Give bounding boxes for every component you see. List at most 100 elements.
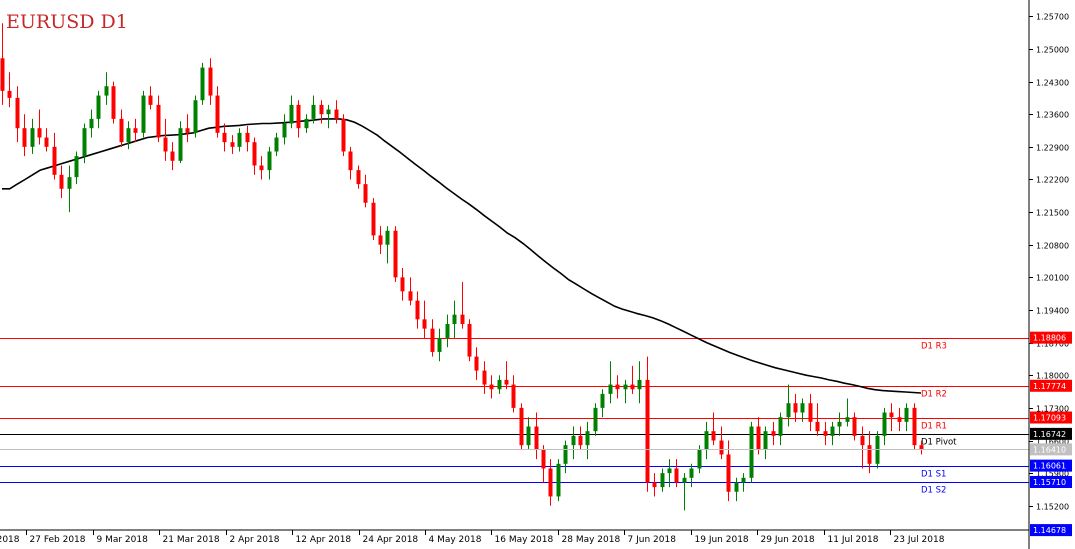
- candle-body: [519, 407, 524, 446]
- candle-body: [22, 128, 27, 147]
- candle-body: [348, 151, 353, 171]
- level-badge-d1-r3: 1.18806: [1033, 334, 1066, 343]
- candle-body: [489, 384, 494, 390]
- candle-body: [615, 384, 620, 390]
- candle-body: [74, 156, 79, 178]
- date-tick-label: 12 Apr 2018: [296, 535, 352, 545]
- candle-body: [460, 314, 465, 324]
- candle-body: [674, 468, 679, 483]
- candle-body: [778, 417, 783, 436]
- level-badge-d1-s2-bg: [1030, 475, 1072, 488]
- level-badge-d1-s1-bg: [1030, 459, 1072, 472]
- candle-body: [637, 379, 642, 390]
- price-tick-label: 1.25000: [1036, 46, 1069, 55]
- candle-body: [193, 100, 198, 133]
- candle-body: [52, 146, 57, 175]
- candle-body: [837, 421, 842, 427]
- candle-body: [119, 118, 124, 143]
- candle-body: [889, 412, 894, 418]
- candle-body: [793, 403, 798, 413]
- level-badge-d1-r1: 1.17093: [1033, 414, 1066, 423]
- date-tick-label: 9 Mar 2018: [97, 535, 149, 545]
- date-tick-label: 23 Jul 2018: [894, 535, 945, 545]
- price-tick-label: 1.19400: [1036, 307, 1069, 316]
- candle-body: [534, 426, 539, 450]
- candle-body: [252, 142, 257, 166]
- level-badge-d1-r3-bg: [1030, 331, 1072, 344]
- candle-body: [437, 337, 442, 352]
- candle-body: [356, 170, 361, 185]
- date-tick-label: 21 Mar 2018: [163, 535, 220, 545]
- candle-body: [319, 104, 324, 115]
- date-tick-label: 29 Jun 2018: [761, 535, 815, 545]
- candle-body: [170, 151, 175, 161]
- candle-body: [756, 426, 761, 450]
- candle-body: [474, 356, 479, 371]
- moving-average: [2, 118, 922, 394]
- candle-body: [0, 58, 5, 91]
- price-badges: 1.16410 1.18806 1.17774 1.17093 1.16742 1.160…: [1030, 331, 1072, 537]
- candle-body: [497, 379, 502, 390]
- candle-body: [897, 417, 902, 422]
- candle-body: [786, 403, 791, 418]
- candle-body: [749, 426, 754, 478]
- candle-body: [563, 445, 568, 464]
- candle-body: [378, 235, 383, 245]
- candle-body: [141, 95, 146, 133]
- level-badge-d1-pivot-bg: [1030, 427, 1072, 440]
- candle-body: [852, 417, 857, 436]
- candle-body: [385, 230, 390, 245]
- axis-low-badge: 1.14678: [1033, 526, 1066, 535]
- candle-body: [126, 128, 131, 143]
- candle-body: [111, 86, 116, 119]
- candles[interactable]: [0, 23, 924, 511]
- level-badge-d1-r2: 1.17774: [1033, 382, 1066, 391]
- candle-body: [30, 128, 35, 147]
- candle-body: [860, 435, 865, 446]
- candle-body: [445, 323, 450, 338]
- chart-title: EURUSD D1: [6, 11, 128, 33]
- candle-body: [645, 379, 650, 483]
- candle-body: [415, 300, 420, 320]
- price-tick-label: 1.24300: [1036, 79, 1069, 88]
- candle-body: [623, 384, 628, 390]
- axis-low-badge-bg: [1030, 524, 1072, 537]
- candle-body: [808, 403, 813, 422]
- candle-body: [704, 431, 709, 450]
- candle-body: [334, 109, 339, 119]
- candle-body: [89, 118, 94, 129]
- price-tick-label: 1.21500: [1036, 209, 1069, 218]
- current-price-badge: 1.16410: [1033, 445, 1066, 454]
- candle-body: [7, 90, 12, 98]
- candle-body: [660, 473, 665, 488]
- date-tick-label: 2 Apr 2018: [230, 535, 280, 545]
- candle-body: [882, 412, 887, 436]
- candle-body: [548, 468, 553, 497]
- date-axis-ticks: 15 Feb 2018 27 Feb 2018 9 Mar 2018 21 Mar 2…: [0, 530, 945, 545]
- level-badge-d1-s2: 1.15710: [1033, 478, 1066, 487]
- candle-body: [771, 431, 776, 436]
- candle-body: [326, 109, 331, 115]
- candle-body: [133, 128, 138, 133]
- candle-body: [37, 128, 42, 138]
- candle-body: [282, 123, 287, 138]
- price-tick-label: 1.22900: [1036, 144, 1069, 153]
- candle-body: [259, 165, 264, 171]
- candle-body: [511, 384, 516, 408]
- candle-body: [393, 230, 398, 278]
- candle-body: [830, 426, 835, 436]
- candle-body: [667, 468, 672, 474]
- level-label-d1-pivot: D1 Pivot: [921, 438, 957, 448]
- level-label-d1-r3: D1 R3: [921, 342, 947, 352]
- level-badge-d1-r2-bg: [1030, 379, 1072, 392]
- candle-body: [408, 291, 413, 301]
- price-tick-label: 1.23600: [1036, 111, 1069, 120]
- moving-average-line: [2, 118, 922, 394]
- candle-body: [593, 407, 598, 432]
- date-tick-label: 4 May 2018: [429, 535, 482, 545]
- candle-body: [578, 435, 583, 446]
- candle-body: [689, 468, 694, 478]
